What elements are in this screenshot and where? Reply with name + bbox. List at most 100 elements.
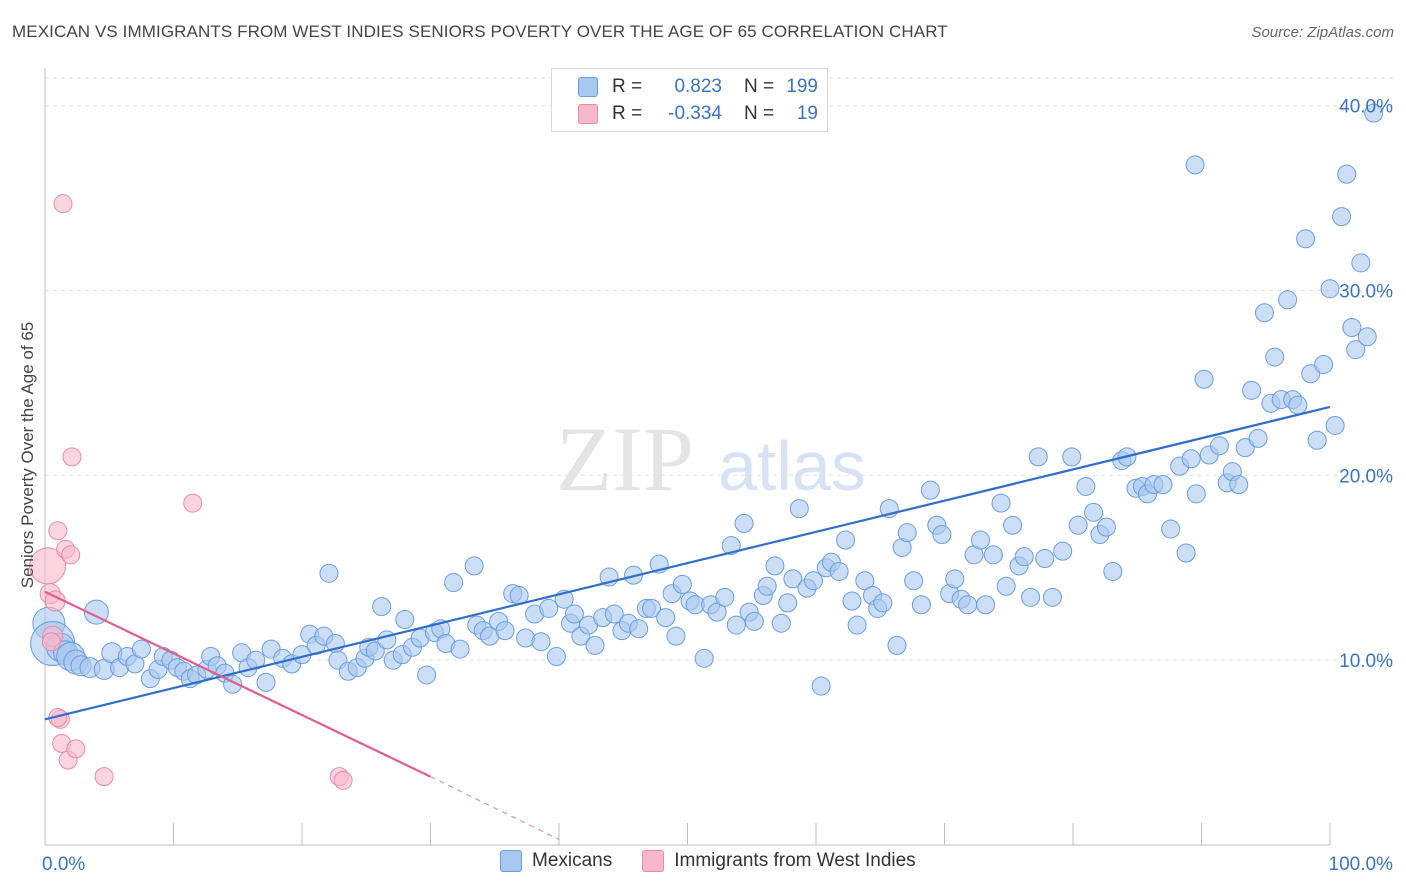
legend-item-west-indies[interactable]: Immigrants from West Indies [642, 850, 916, 872]
point-mexicans [319, 563, 339, 583]
point-mexicans [783, 569, 803, 589]
legend-swatch-west-indies [578, 104, 598, 124]
y-tick-label: 10.0% [1339, 651, 1393, 672]
point-mexicans [546, 646, 566, 666]
series-legend: Mexicans Immigrants from West Indies [500, 850, 946, 872]
series-mexicans [30, 103, 1384, 696]
point-mexicans [887, 635, 907, 655]
point-mexicans [585, 635, 605, 655]
point-mexicans [932, 525, 952, 545]
y-tick-label: 20.0% [1339, 466, 1393, 487]
legend-n-value: 199 [786, 76, 818, 97]
point-mexicans [1265, 347, 1285, 367]
series-west-indies [29, 194, 353, 790]
legend-r-label: R = [612, 76, 643, 97]
point-mexicans [778, 593, 798, 613]
trendline-mexicans [44, 405, 1331, 721]
point-mexicans [656, 608, 676, 628]
point-mexicans [726, 615, 746, 635]
point-mexicans [1346, 340, 1366, 360]
point-mexicans [1254, 303, 1274, 323]
point-mexicans [958, 595, 978, 615]
point-mexicans [1194, 369, 1214, 389]
point-mexicans [1320, 279, 1340, 299]
point-mexicans [945, 569, 965, 589]
point-mexicans [1068, 515, 1088, 535]
point-mexicans [1351, 253, 1371, 273]
legend-swatch-mexicans [500, 850, 522, 872]
point-mexicans [1103, 561, 1123, 581]
legend-r-label: R = [612, 103, 643, 124]
point-mexicans [1153, 475, 1173, 495]
y-tick-label: 40.0% [1339, 97, 1393, 118]
point-mexicans [897, 523, 917, 543]
point-mexicans [1084, 502, 1104, 522]
legend-item-mexicans[interactable]: Mexicans [500, 850, 612, 872]
stats-legend: R = 0.823 N = 199 R = -0.334 N = 19 [551, 68, 828, 132]
axes [44, 68, 1331, 846]
point-west-indies [94, 767, 114, 787]
point-mexicans [1342, 318, 1362, 338]
point-mexicans [666, 626, 686, 646]
legend-swatch-mexicans [578, 77, 598, 97]
watermark-zip: ZIP [556, 408, 694, 510]
point-mexicans [1325, 415, 1345, 435]
point-mexicans [1235, 438, 1255, 458]
point-mexicans [811, 676, 831, 696]
point-mexicans [450, 639, 470, 659]
legend-label-west-indies: Immigrants from West Indies [674, 850, 916, 871]
point-mexicans [1185, 155, 1205, 175]
point-mexicans [1062, 447, 1082, 467]
point-mexicans [1042, 587, 1062, 607]
point-mexicans [1161, 519, 1181, 539]
point-mexicans [847, 615, 867, 635]
point-mexicans [734, 513, 754, 533]
point-mexicans [1035, 549, 1055, 569]
legend-label-mexicans: Mexicans [532, 850, 613, 871]
point-mexicans [904, 571, 924, 591]
point-mexicans [803, 571, 823, 591]
legend-n-label: N = [744, 76, 775, 97]
legend-row-west-indies: R = -0.334 N = 19 [578, 102, 818, 126]
point-mexicans [1096, 517, 1116, 537]
point-mexicans [1003, 515, 1023, 535]
point-mexicans [694, 648, 714, 668]
source-label: Source: ZipAtlas.com [1251, 24, 1394, 41]
point-mexicans [721, 536, 741, 556]
point-mexicans [1278, 290, 1298, 310]
point-mexicans [564, 604, 584, 624]
point-mexicans [1176, 543, 1196, 563]
point-west-indies [48, 521, 68, 541]
point-mexicans [911, 595, 931, 615]
point-mexicans [417, 665, 437, 685]
point-mexicans [464, 556, 484, 576]
point-west-indies [53, 194, 73, 214]
point-mexicans [1357, 327, 1377, 347]
point-mexicans [1053, 541, 1073, 561]
point-mexicans [765, 556, 785, 576]
point-west-indies [41, 632, 61, 652]
tick-labels: 10.0% 20.0% 30.0% 40.0% 0.0% 100.0% [42, 97, 1393, 875]
point-mexicans [789, 499, 809, 519]
point-mexicans [983, 545, 1003, 565]
point-mexicans [829, 561, 849, 581]
point-mexicans [1181, 449, 1201, 469]
legend-r-value: -0.334 [668, 103, 722, 124]
point-mexicans [604, 604, 624, 624]
point-mexicans [707, 602, 727, 622]
point-mexicans [970, 530, 990, 550]
point-mexicans [920, 480, 940, 500]
point-west-indies [62, 447, 82, 467]
point-mexicans [744, 611, 764, 631]
point-mexicans [1314, 354, 1334, 374]
point-mexicans [976, 595, 996, 615]
point-mexicans [1307, 430, 1327, 450]
point-mexicans [1021, 587, 1041, 607]
point-mexicans [377, 630, 397, 650]
point-mexicans [395, 610, 415, 630]
legend-r-value: 0.823 [674, 76, 722, 97]
point-mexicans [372, 597, 392, 617]
point-mexicans [1296, 229, 1316, 249]
point-mexicans [629, 619, 649, 639]
legend-row-mexicans: R = 0.823 N = 199 [578, 75, 818, 99]
